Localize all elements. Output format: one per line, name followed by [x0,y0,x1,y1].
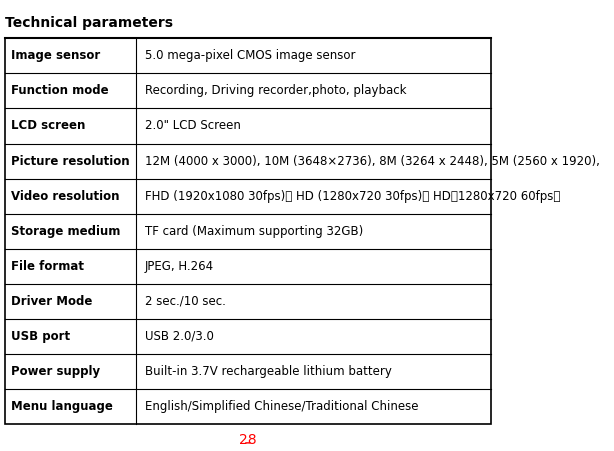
Text: Image sensor: Image sensor [11,49,100,62]
Bar [5,38,491,424]
Text: 2 sec./10 sec.: 2 sec./10 sec. [145,295,226,308]
Text: USB port: USB port [11,330,70,343]
Text: Built-in 3.7V rechargeable lithium battery: Built-in 3.7V rechargeable lithium batte… [145,365,392,378]
Text: File format: File format [11,260,84,273]
Text: Picture resolution: Picture resolution [11,155,130,167]
Text: Driver Mode: Driver Mode [11,295,92,308]
Text: FHD (1920x1080 30fps)， HD (1280x720 30fps)， HD（1280x720 60fps）: FHD (1920x1080 30fps)， HD (1280x720 30fp… [145,189,561,202]
Text: 2.0" LCD Screen: 2.0" LCD Screen [145,120,241,133]
Text: TF card (Maximum supporting 32GB): TF card (Maximum supporting 32GB) [145,225,363,238]
Text: Recording, Driving recorder,photo, playback: Recording, Driving recorder,photo, playb… [145,84,406,97]
Text: 5.0 mega-pixel CMOS image sensor: 5.0 mega-pixel CMOS image sensor [145,49,356,62]
Text: Function mode: Function mode [11,84,109,97]
Text: Video resolution: Video resolution [11,189,119,202]
Text: USB 2.0/3.0: USB 2.0/3.0 [145,330,214,343]
Text: Power supply: Power supply [11,365,100,378]
Text: LCD screen: LCD screen [11,120,85,133]
Text: Menu language: Menu language [11,400,113,413]
Text: Storage medium: Storage medium [11,225,120,238]
Text: 12M (4000 x 3000), 10M (3648×2736), 8M (3264 x 2448), 5M (2560 x 1920),: 12M (4000 x 3000), 10M (3648×2736), 8M (… [145,155,600,167]
Text: 28: 28 [239,433,257,447]
Text: Technical parameters: Technical parameters [5,16,173,30]
Text: English/Simplified Chinese/Traditional Chinese: English/Simplified Chinese/Traditional C… [145,400,419,413]
Text: JPEG, H.264: JPEG, H.264 [145,260,214,273]
